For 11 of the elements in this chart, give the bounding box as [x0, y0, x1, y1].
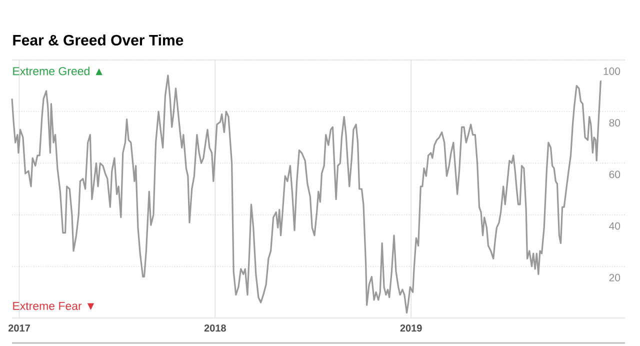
- annotation: Extreme Greed ▲: [13, 66, 102, 76]
- chart-title: Fear & Greed Over Time: [13, 34, 184, 46]
- x-tick-label: 2017: [8, 324, 30, 332]
- annotation: Extreme Fear ▼: [13, 302, 94, 310]
- y-tick-label: 40: [609, 222, 620, 230]
- y-tick-label: 60: [609, 170, 620, 178]
- y-tick-label: 100: [604, 68, 620, 75]
- x-tick-label: 2018: [204, 324, 226, 332]
- x-tick-label: 2019: [400, 324, 422, 332]
- y-tick-label: 80: [609, 119, 620, 127]
- y-tick-label: 20: [609, 274, 620, 282]
